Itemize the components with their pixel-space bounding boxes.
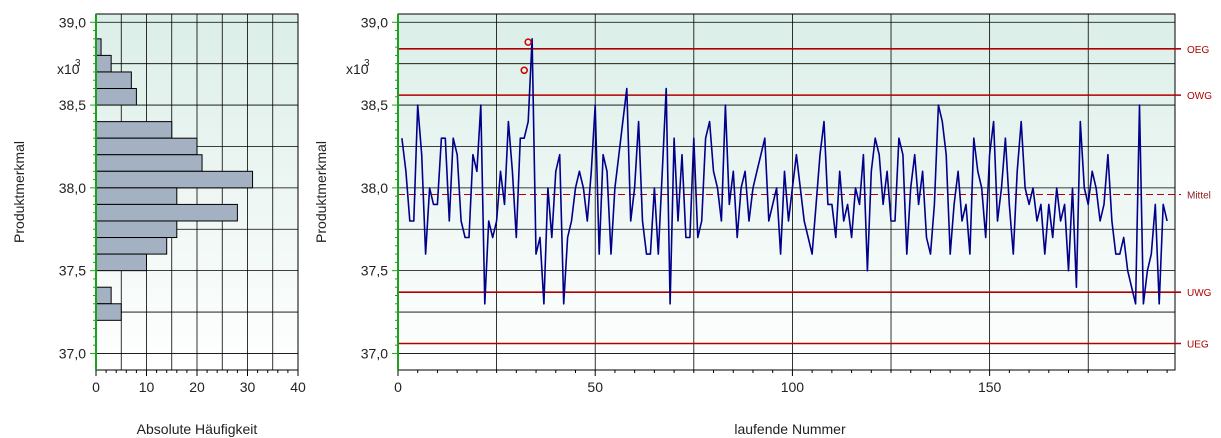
run-chart-out-of-limit-markers xyxy=(520,38,532,75)
histogram-y-tick-label: 37,5 xyxy=(59,263,86,279)
run-chart-y-tick-labels: 39,0 38,5 38,0 37,5 37,0 xyxy=(361,14,388,361)
run-chart-x-axis-title: laufende Nummer xyxy=(734,421,846,437)
run-chart-series-line xyxy=(401,37,1168,305)
run-chart-scale-exponent: 3 xyxy=(364,58,370,69)
histogram-x-tick-label: 10 xyxy=(139,379,155,395)
limit-label-owg: OWG xyxy=(1187,91,1212,102)
run-chart-y-tick-label: 37,0 xyxy=(361,345,388,361)
run-chart-x-tick-label: 0 xyxy=(394,379,402,395)
run-chart-grid xyxy=(398,14,1175,370)
run-chart-x-tick-label: 50 xyxy=(587,379,603,395)
run-chart-x-tick-label: 150 xyxy=(978,379,1002,395)
run-chart-y-tick-label: 38,0 xyxy=(361,180,388,196)
histogram-x-tick-labels: 0 10 20 30 40 xyxy=(92,379,306,395)
run-chart-scale-label: x10 xyxy=(346,61,369,77)
out-of-limit-marker xyxy=(520,66,528,75)
limit-label-uwg: UWG xyxy=(1187,288,1212,299)
limit-label-ueg: UEG xyxy=(1187,340,1209,351)
histogram-x-tick-label: 20 xyxy=(189,379,205,395)
histogram-x-tick-label: 0 xyxy=(92,379,100,395)
histogram-panel: 39,0 38,5 38,0 37,5 37,0 0 10 20 30 40 x10 3 Abs… xyxy=(11,13,306,437)
histogram-bar xyxy=(95,88,137,106)
run-chart-y-tick-label: 39,0 xyxy=(361,14,388,30)
run-chart-y-tick-label: 38,5 xyxy=(361,97,388,113)
histogram-y-tick-label: 38,5 xyxy=(59,97,86,113)
histogram-bar xyxy=(95,253,147,272)
run-chart-x-tick-label: 100 xyxy=(781,379,805,395)
histogram-bar xyxy=(95,170,254,189)
out-of-limit-marker xyxy=(524,38,532,46)
limit-label-mittel: Mittel xyxy=(1187,190,1211,201)
histogram-scale-label: x10 xyxy=(57,61,80,77)
histogram-bar xyxy=(95,237,168,255)
histogram-bar xyxy=(95,71,132,90)
histogram-bar xyxy=(95,137,198,156)
histogram-x-tick-label: 40 xyxy=(290,379,306,395)
histogram-bar xyxy=(95,54,112,73)
histogram-bar xyxy=(95,154,203,172)
histogram-bar xyxy=(95,220,178,239)
histogram-bar xyxy=(95,286,112,305)
run-chart-limit-lines: OEG OWG Mittel UWG UEG xyxy=(398,45,1212,351)
histogram-scale-exponent: 3 xyxy=(75,58,81,69)
run-chart-y-axis-title: Produktmerkmal xyxy=(313,141,329,243)
histogram-bar xyxy=(95,303,122,321)
histogram-x-axis-title: Absolute Häufigkeit xyxy=(137,421,258,437)
run-chart-tick-marks xyxy=(392,14,1168,376)
histogram-bar xyxy=(95,187,178,205)
run-chart-y-tick-label: 37,5 xyxy=(361,263,388,279)
limit-label-oeg: OEG xyxy=(1187,45,1209,56)
run-chart-x-tick-labels: 0 50 100 150 xyxy=(394,379,1001,395)
histogram-y-tick-labels: 39,0 38,5 38,0 37,5 37,0 xyxy=(59,14,86,361)
histogram-bar xyxy=(95,203,238,222)
histogram-y-tick-label: 38,0 xyxy=(59,180,86,196)
histogram-y-tick-label: 37,0 xyxy=(59,345,86,361)
histogram-x-tick-label: 30 xyxy=(240,379,256,395)
histogram-tick-marks xyxy=(90,14,299,376)
histogram-y-axis-title: Produktmerkmal xyxy=(11,141,27,243)
histogram-bar xyxy=(95,121,173,139)
histogram-y-tick-label: 39,0 xyxy=(59,14,86,30)
